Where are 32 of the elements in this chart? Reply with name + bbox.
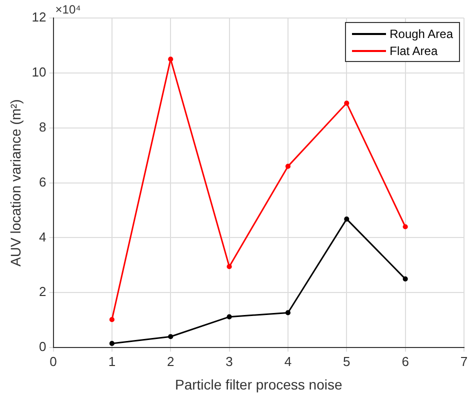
point: [344, 216, 350, 222]
point: [168, 56, 174, 62]
x-tick-label: 2: [166, 354, 174, 369]
x-tick-label: 6: [402, 354, 409, 369]
y-tick-label: 10: [32, 64, 46, 80]
y-tick-label: 6: [39, 174, 46, 190]
x-tick-label: 3: [226, 354, 233, 369]
point: [226, 264, 232, 270]
legend-label: Rough Area: [390, 26, 453, 40]
point: [109, 340, 114, 346]
y-tick-label: 0: [39, 339, 46, 354]
point: [168, 334, 174, 340]
x-tick-label: 5: [343, 354, 350, 369]
x-tick-label: 7: [460, 354, 468, 369]
point: [402, 224, 408, 230]
point: [226, 314, 232, 320]
point: [285, 310, 291, 316]
point: [109, 317, 114, 322]
y-tick-label: 4: [39, 229, 46, 244]
y-tick-label: 2: [39, 284, 46, 300]
point: [285, 164, 291, 169]
text: ×10⁴: [55, 2, 81, 16]
y-tick-label: 8: [39, 119, 46, 134]
x-tick-label: 0: [50, 354, 57, 369]
x-tick-label: 4: [284, 354, 292, 369]
point: [402, 276, 408, 282]
y-tick-label: 12: [32, 10, 46, 25]
y-axis-title: AUV location variance (m²): [7, 99, 24, 266]
x-axis-title: Particle filter process noise: [174, 376, 342, 392]
point: [344, 100, 350, 106]
x-tick-label: 1: [108, 354, 116, 369]
legend-label: Flat Area: [390, 44, 438, 58]
